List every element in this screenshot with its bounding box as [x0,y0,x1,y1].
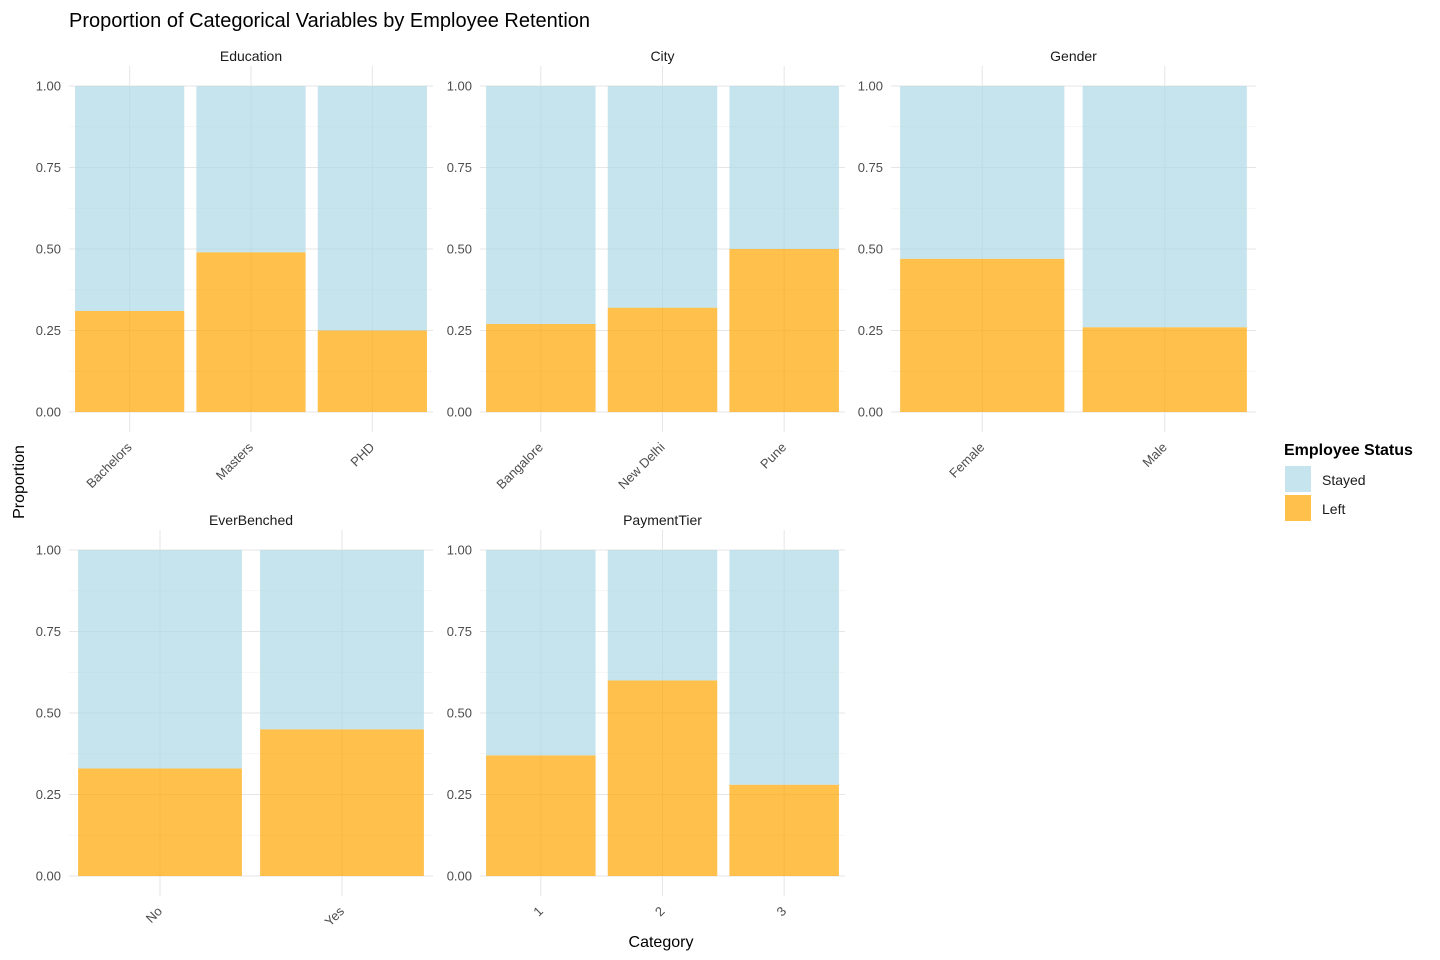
facet-everbenched: EverBenched 0.00 0.25 0.50 0.75 1.00 No Yes [36,512,433,929]
bar-left-1 [486,755,596,876]
bar-stayed-no [78,550,242,769]
x-tick-label: 1 [530,904,546,920]
y-tick-label: 0.25 [447,787,472,802]
bar-stayed-phd [317,86,427,331]
facet-paymenttier: PaymentTier 0.00 0.25 0.50 0.75 1.00 1 2 3 [447,512,845,919]
bar-stayed-yes [260,550,424,730]
x-tick-label: PHD [347,440,377,470]
bar-stayed-pune [729,86,839,249]
legend-key-left [1285,495,1311,521]
facet-panels: Education 0.00 0.25 0.50 0.75 1.00 Bachelors Ma… [36,48,1256,929]
bar-left-3 [729,784,839,876]
y-tick-label: 0.75 [447,624,472,639]
bar-left-bangalore [486,323,596,412]
bar-left-phd [317,330,427,412]
bar-stayed-bangalore [486,86,596,324]
y-tick-label: 0.25 [36,787,61,802]
y-tick-label: 0.00 [858,405,883,420]
x-tick-label: 2 [652,904,668,920]
chart-title: Proportion of Categorical Variables by E… [69,10,590,32]
x-tick-label: Yes [322,903,348,929]
x-tick-label: New Delhi [615,439,668,492]
facet-label: City [650,48,674,64]
y-tick-label: 0.50 [447,706,472,721]
legend-label-stayed: Stayed [1322,472,1366,488]
y-tick-label: 0.25 [447,323,472,338]
bar-stayed-new-delhi [607,86,718,308]
y-tick-label: 0.75 [36,160,61,175]
y-tick-label: 1.00 [36,79,61,94]
y-tick-label: 1.00 [447,543,472,558]
bar-stayed-3 [729,550,839,785]
bar-left-female [900,258,1065,412]
y-tick-label: 0.75 [858,160,883,175]
y-tick-label: 1.00 [447,79,472,94]
x-tick-label: Bachelors [83,439,135,491]
facet-education: Education 0.00 0.25 0.50 0.75 1.00 Bachelors Ma… [36,48,433,491]
y-tick-label: 0.00 [447,405,472,420]
y-tick-label: 0.00 [36,869,61,884]
y-tick-label: 0.00 [447,869,472,884]
y-tick-label: 0.75 [447,160,472,175]
y-tick-label: 1.00 [36,543,61,558]
y-tick-label: 0.50 [36,706,61,721]
x-tick-label: No [143,904,165,926]
bar-stayed-2 [607,550,718,681]
legend-key-stayed [1285,466,1311,492]
legend-title: Employee Status [1284,442,1413,459]
facet-label: PaymentTier [623,512,702,528]
x-tick-label: Masters [213,439,257,483]
y-tick-label: 0.50 [858,242,883,257]
bar-left-no [78,768,242,876]
x-axis-title: Category [629,934,694,951]
y-axis-title: Proportion [11,445,28,519]
y-tick-label: 0.75 [36,624,61,639]
facet-label: EverBenched [209,512,293,528]
facet-city: City 0.00 0.25 0.50 0.75 1.00 Bangalore New Del… [447,48,845,492]
facet-label: Gender [1050,48,1097,64]
bar-left-bachelors [75,310,185,412]
bar-left-masters [196,252,306,412]
legend-label-left: Left [1322,501,1345,517]
facet-label: Education [220,48,282,64]
bar-stayed-male [1082,86,1247,328]
x-tick-label: 3 [774,904,790,920]
y-tick-label: 0.50 [36,242,61,257]
bar-left-male [1082,327,1247,412]
bar-left-new-delhi [607,307,718,412]
y-tick-label: 1.00 [858,79,883,94]
facet-gender: Gender 0.00 0.25 0.50 0.75 1.00 Female Male [858,48,1256,481]
legend: Employee Status Stayed Left [1284,442,1413,521]
y-tick-label: 0.25 [36,323,61,338]
bar-stayed-masters [196,86,306,253]
x-tick-label: Bangalore [493,440,546,493]
bar-stayed-bachelors [75,86,185,311]
x-tick-label: Pune [757,440,789,472]
x-tick-label: Male [1139,440,1170,471]
y-tick-label: 0.50 [447,242,472,257]
bar-stayed-female [900,86,1065,259]
y-tick-label: 0.25 [858,323,883,338]
bar-left-2 [607,680,718,876]
bar-left-yes [260,729,424,876]
bar-stayed-1 [486,550,596,756]
bar-left-pune [729,249,839,412]
y-tick-label: 0.00 [36,405,61,420]
x-tick-label: Female [946,440,987,481]
